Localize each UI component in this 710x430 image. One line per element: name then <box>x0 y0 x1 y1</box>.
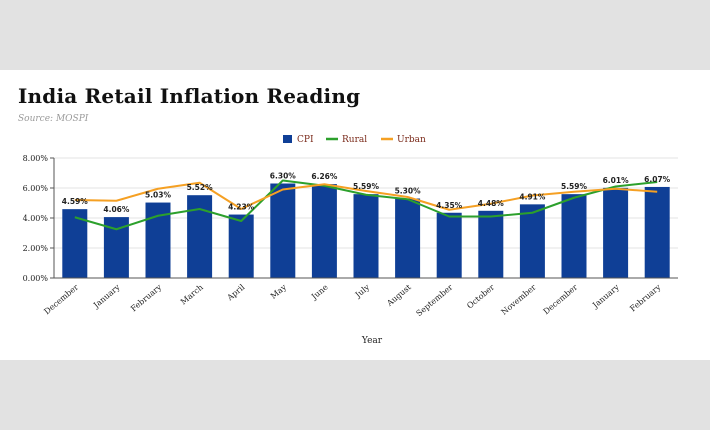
chart-title: India Retail Inflation Reading <box>18 84 361 108</box>
cpi-bar <box>478 210 504 278</box>
rural-line <box>74 179 658 231</box>
data-label: 5.03% <box>145 191 172 200</box>
x-tick-label: December <box>542 283 580 317</box>
data-label: 4.91% <box>519 192 546 201</box>
data-label: 6.01% <box>603 176 630 185</box>
cpi-bar <box>311 184 337 278</box>
data-label: 5.52% <box>187 183 214 192</box>
data-label: 5.30% <box>395 187 422 196</box>
cpi-bar <box>353 194 379 278</box>
chart-source: Source: MOSPI <box>18 114 89 124</box>
trend-lines <box>74 179 658 231</box>
cpi-bar <box>561 194 587 278</box>
data-label: 6.30% <box>270 172 297 181</box>
x-tick-label: January <box>590 282 621 310</box>
data-label: 4.59% <box>62 197 89 206</box>
data-label: 4.23% <box>228 203 255 212</box>
cpi-bar <box>187 195 213 278</box>
urban-line <box>74 181 658 211</box>
x-tick-label: September <box>415 283 455 319</box>
y-tick-label: 2.00% <box>23 244 49 253</box>
data-label: 6.26% <box>311 172 338 181</box>
x-tick-label: January <box>91 282 122 310</box>
cpi-bar <box>228 214 254 278</box>
data-label: 4.06% <box>103 205 130 214</box>
x-tick-label: November <box>499 283 537 317</box>
x-tick-label: August <box>384 282 413 308</box>
cpi-bar <box>436 212 462 278</box>
data-label: 5.59% <box>561 182 588 191</box>
cpi-bar <box>644 186 670 278</box>
legend-swatch-cpi <box>283 135 292 143</box>
chart-card: India Retail Inflation Reading Source: M… <box>0 70 710 360</box>
x-axis-title: Year <box>361 336 383 346</box>
x-tick-label: June <box>309 282 330 301</box>
x-tick-label: February <box>628 282 663 313</box>
inflation-chart: 4.59% 4.06% 5.03% 5.52% 4.23% 6.30% 6.26% 5.59%… <box>23 135 678 346</box>
x-tick-label: October <box>465 283 496 311</box>
y-tick-label: 4.00% <box>23 214 49 223</box>
legend-label: Rural <box>342 135 367 145</box>
x-tick-label: April <box>225 282 247 303</box>
x-tick-label: March <box>179 283 205 307</box>
legend-label: Urban <box>397 135 426 145</box>
x-tick-label: May <box>269 282 289 300</box>
x-tick-label: December <box>42 283 80 317</box>
y-tick-label: 6.00% <box>23 184 49 193</box>
y-tick-label: 0.00% <box>23 274 49 283</box>
data-label: 6.07% <box>644 175 671 184</box>
data-label: 4.48% <box>478 199 505 208</box>
cpi-bar <box>270 183 296 278</box>
data-label: 4.35% <box>436 201 463 210</box>
x-tick-label: July <box>353 282 372 300</box>
cpi-bar <box>603 187 629 278</box>
legend: CPI Rural Urban <box>283 135 426 145</box>
cpi-bar <box>395 198 421 278</box>
legend-label: CPI <box>297 135 314 145</box>
data-labels: 4.59% 4.06% 5.03% 5.52% 4.23% 6.30% 6.26% 5.59%… <box>62 172 671 215</box>
data-label: 5.59% <box>353 182 380 191</box>
cpi-bar <box>519 204 545 278</box>
x-tick-label: February <box>129 282 164 313</box>
y-tick-label: 8.00% <box>23 154 49 163</box>
